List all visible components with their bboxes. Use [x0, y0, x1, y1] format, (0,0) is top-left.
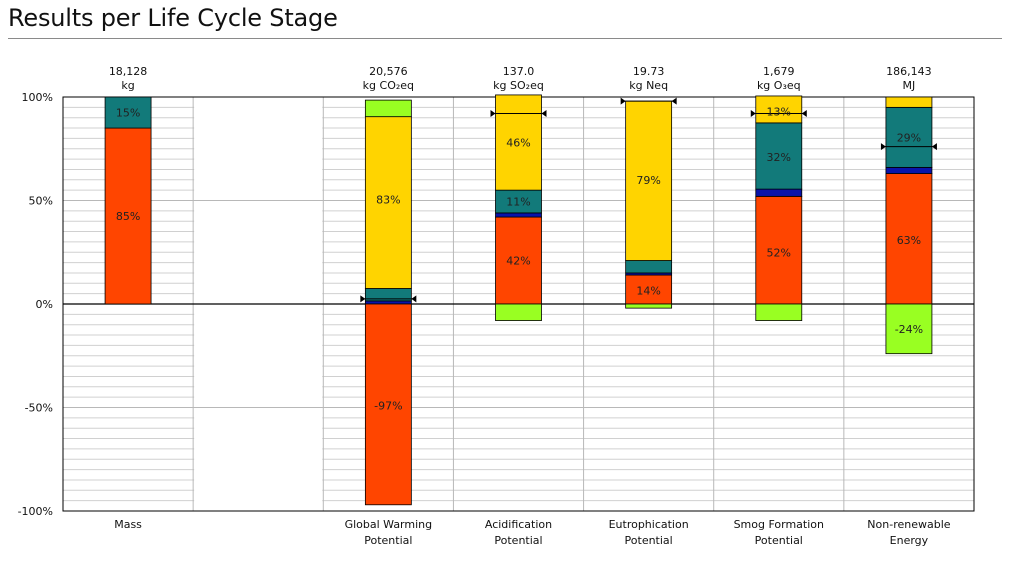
bar-segment-orange — [495, 216, 542, 305]
category-total: 186,143 — [886, 65, 932, 78]
y-tick-label: 100% — [22, 91, 53, 104]
y-tick-label: 50% — [29, 195, 53, 208]
category-total: 20,576 — [369, 65, 408, 78]
category-unit: MJ — [903, 79, 916, 92]
y-tick-label: -50% — [25, 402, 53, 415]
bar-segment-yellow — [885, 96, 933, 108]
bar-segment-green — [885, 303, 933, 355]
title-divider — [8, 38, 1002, 39]
bar-segment-teal — [104, 96, 152, 129]
net-marker-right — [931, 143, 937, 151]
data-label: -97% — [374, 399, 402, 412]
data-label: 52% — [767, 246, 791, 259]
bar-segment-teal — [625, 260, 673, 274]
data-label: 42% — [506, 255, 530, 268]
bar-segment-orange — [885, 173, 933, 305]
net-marker-left — [490, 110, 496, 118]
data-label: 46% — [506, 137, 530, 150]
x-category-label: Smog Formation — [734, 518, 824, 531]
net-marker-right — [671, 97, 677, 105]
data-label: 14% — [636, 285, 660, 298]
x-category-label: Eutrophication — [609, 518, 689, 531]
data-label: 15% — [116, 107, 140, 120]
net-marker-left — [620, 97, 626, 105]
category-total: 1,679 — [763, 65, 795, 78]
x-category-label: Potential — [364, 534, 412, 547]
bar-segment-navy — [755, 188, 803, 197]
x-category-label: Potential — [625, 534, 673, 547]
net-marker-right — [411, 295, 417, 303]
net-marker-left — [750, 110, 756, 118]
data-label: 63% — [897, 234, 921, 247]
bar-segment-orange — [625, 274, 673, 305]
data-label: -24% — [895, 323, 923, 336]
data-label: 29% — [897, 131, 921, 144]
bar-segment-navy — [885, 166, 933, 174]
category-total: 19.73 — [633, 65, 665, 78]
bar-segment-teal — [755, 122, 803, 190]
bar-segment-navy — [495, 212, 542, 218]
bar-segment-green — [755, 303, 803, 321]
x-category-label: Energy — [890, 534, 929, 547]
bar-segment-orange — [104, 127, 152, 305]
data-label: 79% — [636, 174, 660, 187]
category-total: 18,128 — [109, 65, 148, 78]
bar-segment-teal — [885, 106, 933, 168]
net-marker-right — [801, 110, 807, 118]
bar-segment-yellow — [625, 100, 673, 261]
x-category-label: Acidification — [485, 518, 552, 531]
category-unit: kg SO₂eq — [493, 79, 544, 92]
data-label: 32% — [767, 151, 791, 164]
data-label: 83% — [376, 193, 400, 206]
category-unit: kg CO₂eq — [363, 79, 414, 92]
data-label: 85% — [116, 210, 140, 223]
x-category-label: Potential — [494, 534, 542, 547]
x-category-label: Potential — [755, 534, 803, 547]
category-total: 137.0 — [503, 65, 535, 78]
bar-segment-green — [625, 303, 673, 309]
bar-segment-yellow — [495, 94, 542, 191]
bar-segment-green — [364, 99, 412, 118]
net-marker-left — [360, 295, 366, 303]
data-label: 13% — [767, 105, 791, 118]
net-marker-right — [541, 110, 547, 118]
category-unit: kg — [121, 79, 134, 92]
net-marker-left — [880, 143, 886, 151]
category-unit: kg Neq — [629, 79, 668, 92]
x-category-label: Global Warming — [345, 518, 433, 531]
category-unit: kg O₃eq — [757, 79, 801, 92]
bar-segment-orange — [755, 195, 803, 305]
bar-segment-yellow — [755, 95, 803, 124]
bar-segment-green — [495, 303, 542, 321]
data-label: 11% — [506, 196, 530, 209]
chart-title: Results per Life Cycle Stage — [8, 4, 338, 32]
x-category-label: Non-renewable — [867, 518, 950, 531]
x-category-label: Mass — [114, 518, 142, 531]
bar-segment-navy — [364, 300, 412, 305]
bar-segment-orange — [364, 303, 412, 506]
y-tick-label: 0% — [36, 298, 53, 311]
y-tick-label: -100% — [18, 505, 53, 518]
